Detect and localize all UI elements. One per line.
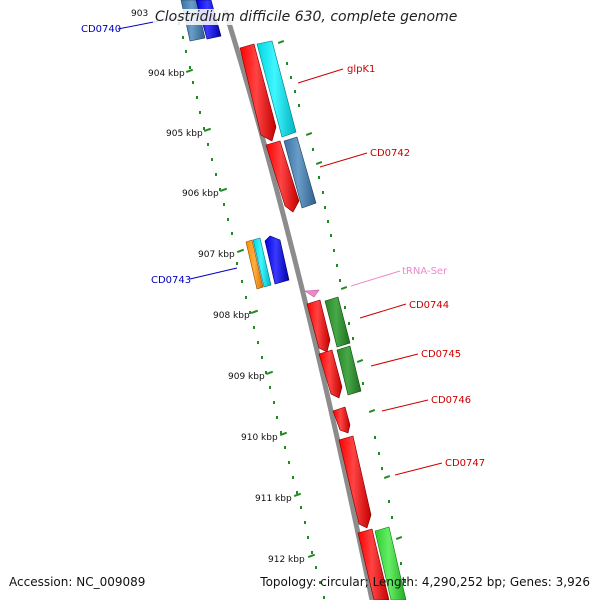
scale-major-ticks bbox=[185, 68, 316, 558]
gene-label-cd0747[interactable]: CD0747 bbox=[445, 458, 485, 469]
gene-label-cd0743[interactable]: CD0743 bbox=[151, 275, 191, 286]
gene-glpk1-red[interactable] bbox=[239, 43, 277, 142]
gene-label-trna-ser[interactable]: tRNA-Ser bbox=[402, 266, 448, 277]
gene-label-cd0744[interactable]: CD0744 bbox=[409, 300, 449, 311]
gene-cd0746-red[interactable] bbox=[332, 406, 351, 434]
gene-cd0744-green[interactable] bbox=[324, 296, 351, 348]
forward-strand-genes bbox=[239, 40, 407, 601]
gene-cd0742-red[interactable] bbox=[265, 140, 300, 213]
scale-label: 907 kbp bbox=[198, 250, 235, 260]
gene-cd0743-cyan[interactable] bbox=[252, 237, 272, 288]
accession-value: NC_009089 bbox=[76, 575, 146, 589]
gene-cd0743-blue[interactable] bbox=[264, 235, 290, 285]
scale-label: 908 kbp bbox=[213, 311, 250, 321]
scale-label: 904 kbp bbox=[148, 69, 185, 79]
genes-value: 3,926 bbox=[555, 575, 590, 589]
gene-label-cd0740[interactable]: CD0740 bbox=[81, 24, 121, 35]
topology-label: Topology: bbox=[260, 575, 317, 589]
length-value: 4,290,252 bp; bbox=[421, 575, 507, 589]
scale-label: 905 kbp bbox=[166, 129, 203, 139]
gene-cd0744-red[interactable] bbox=[306, 299, 331, 353]
scale-label: 911 kbp bbox=[255, 494, 292, 504]
gene-cd0747-red[interactable] bbox=[338, 435, 372, 529]
accession-label: Accession: bbox=[9, 575, 73, 589]
gene-cd0743-orange[interactable] bbox=[245, 239, 264, 290]
genome-backbone bbox=[222, 9, 375, 601]
genes-label: Genes: bbox=[509, 575, 552, 589]
length-label: Length: bbox=[372, 575, 419, 589]
gene-label-cd0745[interactable]: CD0745 bbox=[421, 349, 461, 360]
gene-labels: CD0740 glpK1 CD0742 CD0743 tRNA-Ser CD07… bbox=[81, 24, 485, 469]
gene-label-cd0742[interactable]: CD0742 bbox=[370, 148, 410, 159]
gene-trna-ser[interactable] bbox=[304, 289, 320, 298]
gene-cd0745-red[interactable] bbox=[318, 349, 343, 399]
reverse-tick-track bbox=[178, 22, 325, 599]
gene-glpk1-cyan[interactable] bbox=[256, 40, 297, 138]
gene-label-glpk1[interactable]: glpK1 bbox=[347, 64, 375, 75]
label-leaders bbox=[117, 15, 443, 476]
gene-cd0742-steelblue[interactable] bbox=[283, 136, 317, 209]
accession-info: Accession: NC_009089 bbox=[9, 575, 145, 589]
forward-tick-track bbox=[277, 40, 406, 583]
genome-summary: Topology: circular; Length: 4,290,252 bp… bbox=[260, 575, 590, 589]
scale-label: 909 kbp bbox=[228, 372, 265, 382]
gene-label-cd0746[interactable]: CD0746 bbox=[431, 395, 471, 406]
scale-labels: 903 904 kbp 905 kbp 906 kbp 907 kbp 908 … bbox=[131, 9, 305, 565]
scale-label: 906 kbp bbox=[182, 189, 219, 199]
scale-label: 912 kbp bbox=[268, 555, 305, 565]
scale-label: 903 bbox=[131, 9, 148, 19]
gene-cd0745-green[interactable] bbox=[336, 345, 362, 396]
topology-value: circular; bbox=[320, 575, 369, 589]
scale-label: 910 kbp bbox=[241, 433, 278, 443]
map-title: Clostridium difficile 630, complete geno… bbox=[153, 9, 460, 25]
